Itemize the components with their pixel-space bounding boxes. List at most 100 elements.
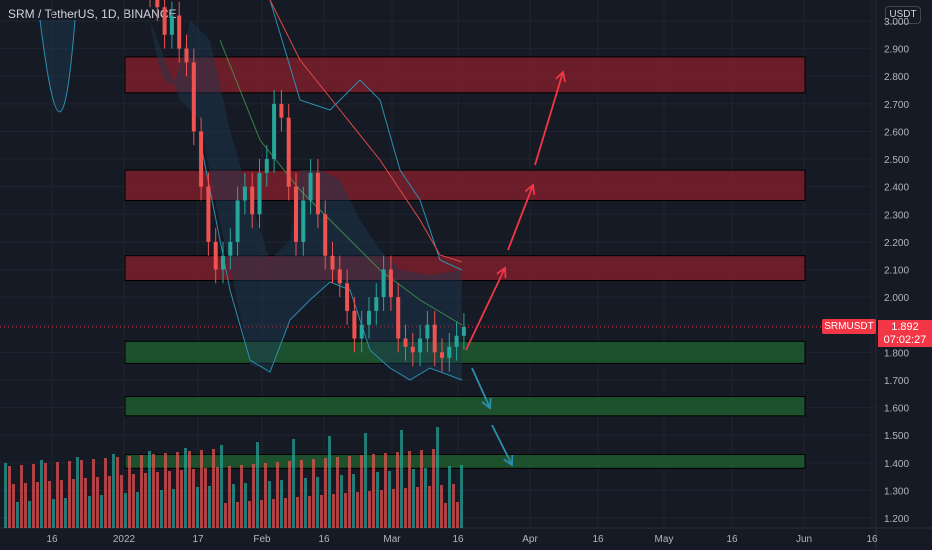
volume-bar [324,458,327,528]
volume-bar [20,465,23,528]
volume-bar [60,480,63,528]
band-fill [40,20,462,380]
candle-body [279,103,284,118]
arrow-up-2-head [524,183,536,196]
volume-bar [88,496,91,528]
volume-bar [248,501,251,528]
y-tick-label: 2.600 [884,127,909,138]
volume-bar [400,430,403,528]
volume-bar [448,466,451,528]
candle-body [440,352,444,358]
volume-bar [276,462,279,528]
candle-body [396,297,401,339]
candle-body [155,0,160,8]
volume-bar [220,445,223,528]
support-zone [124,396,806,417]
x-tick-label: Jun [796,534,812,545]
volume-bar [56,462,59,528]
volume-bar [28,501,31,528]
candle-body [410,346,415,353]
volume-bar [136,492,139,528]
volume-bar [424,468,427,528]
volume-bar [304,478,307,528]
volume-bar [8,466,11,528]
candle-body [403,338,408,347]
band-lower [199,139,463,381]
candle-body [228,241,233,256]
volume-bar [76,457,79,528]
volume-bar [184,448,187,528]
volume-bar [460,465,463,528]
bollinger-bands [39,0,463,381]
currency-button[interactable]: USDT [885,6,921,24]
volume-bar [320,495,323,528]
volume-bar [376,472,379,528]
moving-average [269,0,463,263]
y-tick-label: 1.600 [884,404,909,415]
volume-bar [96,477,99,528]
volume-bar [428,486,431,528]
volume-bar [204,468,207,528]
volume-bar [288,461,291,528]
volume-bar [36,482,39,528]
projection-arrows [465,70,566,467]
arrow-down-2-head [503,454,514,467]
volume-bar [296,497,299,528]
candle-body [345,283,350,311]
volume-bar [264,463,267,528]
candle-body [461,326,466,336]
volume-bar [112,454,115,528]
volume-bar [444,503,447,528]
resistance-zone [124,255,806,282]
volume-bar [24,483,27,528]
candle-body [221,255,225,270]
candle-body [337,269,342,284]
volume-bar [156,472,159,528]
volume-bar [152,454,155,528]
arrow-up-2 [507,184,534,251]
volume-bar [216,467,219,528]
volume-bar [356,492,359,528]
volume-bar [308,496,311,528]
candle-body [286,117,291,187]
x-tick-label: 16 [726,534,738,545]
x-tick-label: Apr [522,534,538,545]
band-upper-left [39,19,76,113]
arrow-up-3-head [555,70,566,82]
volume-bar [284,498,287,528]
volume-bar [80,460,83,528]
volume-bar [364,433,367,528]
candle-body [447,346,452,358]
candle-body [454,335,459,347]
volume-bar [236,502,239,528]
volume-bar [168,471,171,528]
volume-bar [52,499,55,528]
volume-bar [268,481,271,528]
volume-bar [228,466,231,528]
volume-bar [388,471,391,528]
volume-bar [144,473,147,528]
y-tick-label: 1.300 [884,486,909,497]
resistance-zone [124,56,806,94]
volume-bar [68,461,71,528]
x-tick-label: 16 [46,534,58,545]
volume-bar [312,459,315,528]
candle-body [294,186,298,242]
candle-body [250,186,255,215]
y-tick-label: 2.800 [884,72,909,83]
volume-bar [332,494,335,528]
y-tick-label: 1.700 [884,376,909,387]
y-tick-label: 1.400 [884,459,909,470]
candle-body [323,214,328,256]
volume-bar [192,469,195,528]
y-tick-label: 1.800 [884,348,909,359]
volume-bar [300,460,303,528]
candles [149,0,466,372]
arrow-down-1 [471,367,491,409]
volume-bars [4,427,463,528]
y-tick-label: 3.000 [884,17,909,28]
volume-bar [208,486,211,528]
volume-bar [196,487,199,528]
volume-bar [64,498,67,528]
